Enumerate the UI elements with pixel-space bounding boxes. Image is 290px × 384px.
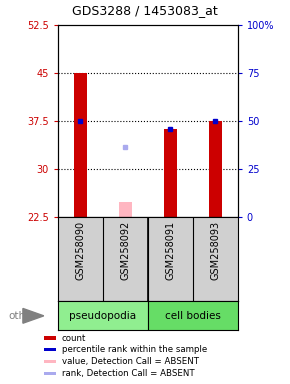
Bar xyxy=(44,372,56,375)
Bar xyxy=(119,202,132,217)
Text: percentile rank within the sample: percentile rank within the sample xyxy=(62,345,207,354)
Text: other: other xyxy=(9,311,37,321)
Text: GDS3288 / 1453083_at: GDS3288 / 1453083_at xyxy=(72,4,218,17)
Bar xyxy=(164,129,177,217)
Text: rank, Detection Call = ABSENT: rank, Detection Call = ABSENT xyxy=(62,369,194,378)
Text: GSM258091: GSM258091 xyxy=(165,221,175,280)
Text: value, Detection Call = ABSENT: value, Detection Call = ABSENT xyxy=(62,357,199,366)
Bar xyxy=(74,73,87,217)
Text: GSM258092: GSM258092 xyxy=(120,221,130,280)
Text: GSM258093: GSM258093 xyxy=(210,221,220,280)
Text: cell bodies: cell bodies xyxy=(165,311,221,321)
Bar xyxy=(44,360,56,363)
Bar xyxy=(148,301,238,330)
Bar xyxy=(44,336,56,339)
Bar xyxy=(58,301,148,330)
Bar xyxy=(44,348,56,351)
Bar xyxy=(209,121,222,217)
Text: pseudopodia: pseudopodia xyxy=(69,311,137,321)
Text: GSM258090: GSM258090 xyxy=(75,221,86,280)
Text: count: count xyxy=(62,334,86,343)
Polygon shape xyxy=(23,308,44,323)
